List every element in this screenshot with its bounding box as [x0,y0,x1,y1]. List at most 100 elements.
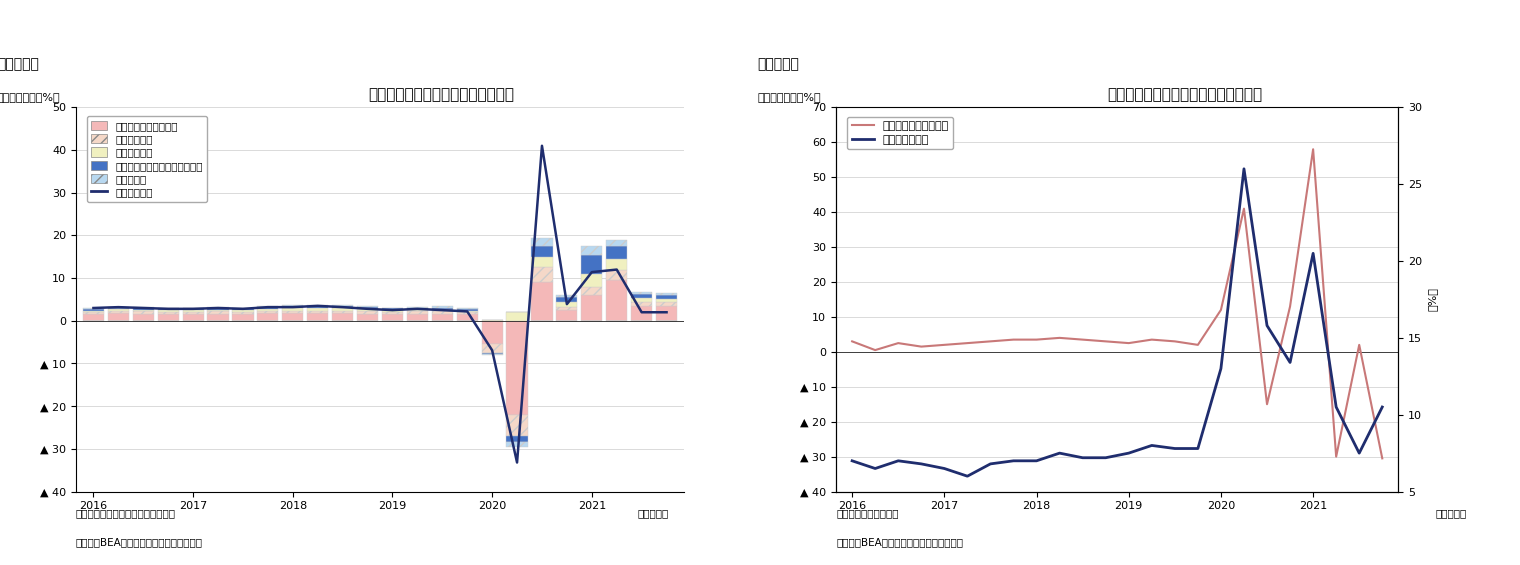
Bar [257,313,278,321]
実質個人消費 [409,306,427,312]
Bar [532,282,553,321]
貯蓄率（右軸） [982,460,1000,467]
Bar [158,307,179,308]
Line: 実質個人消費: 実質個人消費 [93,146,667,463]
実質個人消費 [309,302,327,309]
実質個人消費 [109,304,128,311]
実質個人消費 [658,309,676,316]
貯蓄率（右軸） [958,473,976,480]
Bar [581,286,602,295]
Bar [407,314,429,321]
Bar [233,308,254,310]
実質可処分所得伸び率 [1096,338,1114,345]
貯蓄率（右軸） [1373,403,1391,410]
Bar [182,314,204,321]
Bar [657,302,676,306]
Bar [506,312,527,321]
実質可処分所得伸び率 [1259,401,1277,407]
Bar [233,310,254,312]
Bar [84,311,103,312]
Text: （図表４）: （図表４） [757,58,800,71]
実質可処分所得伸び率 [1373,455,1391,462]
Bar [456,314,477,321]
Bar [84,314,103,321]
貯蓄率（右軸） [1120,450,1138,457]
Bar [207,311,228,314]
Bar [207,308,228,310]
実質可処分所得伸び率 [1143,336,1161,343]
Bar [456,311,477,312]
実質可処分所得伸び率 [1234,205,1252,212]
Bar [84,312,103,314]
Bar [132,314,154,321]
Bar [657,299,676,302]
Bar [84,308,103,309]
実質可処分所得伸び率 [1005,336,1023,343]
Bar [482,320,503,321]
Bar [132,308,154,310]
Bar [556,310,578,321]
実質個人消費 [383,307,401,314]
実質可処分所得伸び率 [935,341,953,348]
Bar [182,307,204,308]
Bar [631,302,652,306]
Bar [506,436,527,442]
Bar [257,309,278,311]
Bar [581,295,602,321]
実質個人消費 [483,347,502,354]
Bar [307,308,328,311]
Y-axis label: （%）: （%） [1427,288,1438,311]
Bar [233,314,254,321]
Text: （前期比年率、%）: （前期比年率、%） [0,92,61,102]
Bar [606,270,628,280]
Bar [132,310,154,311]
Title: 米国の実質可処分所得伸び率と貯蓄率: 米国の実質可処分所得伸び率と貯蓄率 [1107,87,1262,102]
実質個人消費 [333,304,351,311]
実質個人消費 [160,306,178,312]
貯蓄率（右軸） [1073,454,1091,461]
実質個人消費 [582,269,600,276]
貯蓄率（右軸） [1259,322,1277,329]
Bar [158,308,179,310]
実質個人消費 [534,142,552,149]
貯蓄率（右軸） [1211,365,1230,372]
Bar [432,310,453,311]
Bar [331,311,353,313]
Text: （資料）BEAよりニッセイ基礎研究所作成: （資料）BEAよりニッセイ基礎研究所作成 [76,537,204,547]
Bar [382,307,403,308]
Bar [357,314,378,321]
Bar [84,309,103,311]
Text: （前期比年率、%）: （前期比年率、%） [757,92,821,102]
Text: （四半期）: （四半期） [637,508,669,519]
Bar [331,305,353,306]
Bar [432,311,453,314]
Bar [631,292,652,294]
貯蓄率（右軸） [935,465,953,472]
Bar [432,306,453,307]
実質個人消費 [608,266,626,273]
Bar [283,306,304,308]
Bar [182,308,204,310]
Bar [233,312,254,314]
実質個人消費 [208,305,226,311]
Bar [482,321,503,344]
Bar [482,354,503,355]
実質個人消費 [359,306,377,312]
Bar [556,302,578,307]
Bar [506,321,527,415]
Bar [432,314,453,321]
Text: （四半期）: （四半期） [1435,508,1467,519]
Bar [207,314,228,321]
Bar [158,314,179,321]
Bar [581,246,602,255]
Bar [456,312,477,314]
Bar [331,313,353,321]
Bar [556,307,578,310]
Text: （資料）BEAよりニッセイ基礎研究所作成: （資料）BEAよりニッセイ基礎研究所作成 [836,537,964,547]
実質可処分所得伸び率 [889,340,907,346]
Bar [207,310,228,311]
Bar [257,306,278,307]
貯蓄率（右軸） [1096,454,1114,461]
貯蓄率（右軸） [1281,359,1300,366]
Bar [581,274,602,286]
